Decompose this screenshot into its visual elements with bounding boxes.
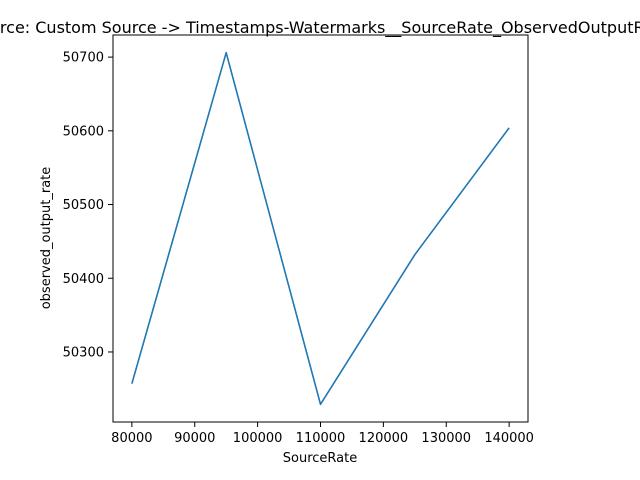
y-tick-label: 50600 [63, 124, 104, 139]
y-axis-ticks: 50300 50400 50500 50600 50700 [63, 51, 113, 360]
x-tick-label: 100000 [233, 431, 283, 446]
x-tick-label: 140000 [484, 431, 534, 446]
x-tick-label: 90000 [174, 431, 215, 446]
y-tick-label: 50700 [63, 51, 104, 66]
x-tick-label: 120000 [359, 431, 409, 446]
y-tick-label: 50300 [63, 345, 104, 360]
y-axis-label: observed_output_rate [39, 167, 54, 310]
x-tick-label: 110000 [296, 431, 346, 446]
x-tick-label: 130000 [421, 431, 471, 446]
x-axis-ticks: 80000 90000 100000 110000 120000 130000 140000 [111, 422, 534, 446]
series-layer [131, 51, 510, 406]
chart-title: Source: Custom Source -> Timestamps-Wate… [0, 18, 640, 38]
y-tick-label: 50500 [63, 198, 104, 213]
x-axis-label: SourceRate [283, 451, 357, 466]
series-line-0 [131, 51, 510, 406]
y-tick-label: 50400 [63, 272, 104, 287]
x-tick-label: 80000 [111, 431, 152, 446]
